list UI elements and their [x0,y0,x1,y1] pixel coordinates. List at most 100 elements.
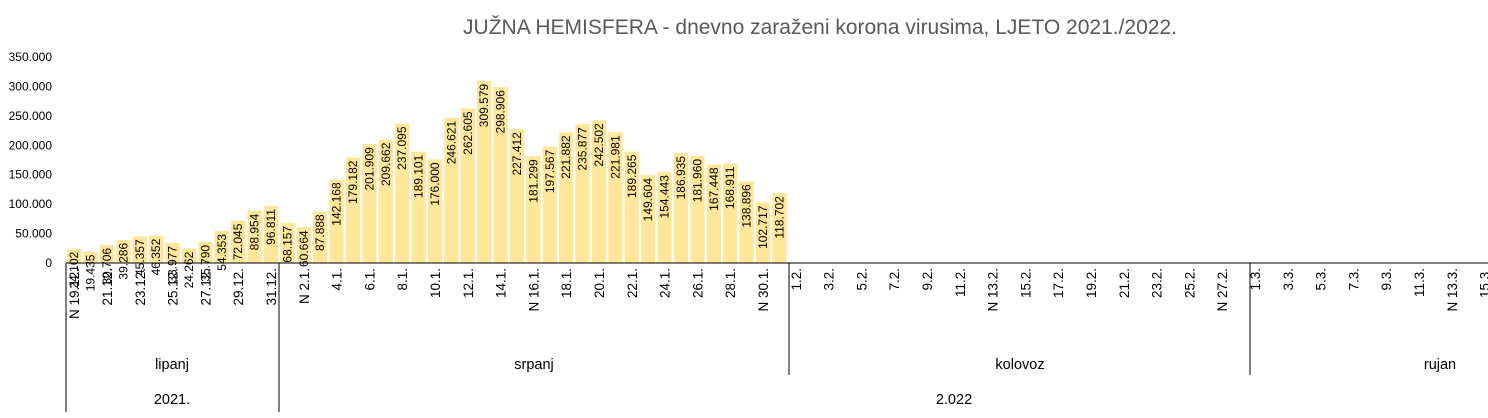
bar [132,236,147,263]
data-label: 309.579 [477,83,491,127]
data-label: 209.662 [379,142,393,186]
data-label: 24.102 [67,251,81,288]
x-tick-label: 1.3. [1248,268,1263,291]
x-tick-label: 18.1. [559,268,574,298]
x-tick-label: N 27.2. [1215,268,1230,312]
x-tick-label: 21.2. [1117,268,1132,298]
x-tick-label: 7.2. [887,268,902,291]
bar [280,222,295,263]
bar [493,87,508,263]
bar [542,146,557,263]
month-label: rujan [1424,357,1456,373]
data-label: 242.502 [592,123,606,167]
bar [231,220,246,263]
bar [83,251,98,263]
data-label: 72.045 [231,223,245,260]
data-label: 181.960 [690,159,704,203]
bar [673,152,689,263]
x-tick-label: 31.12. [264,268,279,306]
year-label: 2.022 [936,392,972,408]
data-label: 221.882 [559,135,573,179]
bar [378,139,393,263]
x-tick-label: 9.3. [1379,268,1394,291]
bar [427,159,443,263]
data-label: 154.443 [658,175,672,219]
x-tick-label: 17.2. [1051,268,1066,298]
x-tick-label: 11.3. [1412,268,1427,297]
data-label: 189.265 [625,154,639,198]
data-label: 33.977 [166,246,180,283]
data-label: 189.101 [412,154,426,198]
data-label: 237.095 [395,126,409,170]
data-label: 181.299 [526,159,540,203]
x-tick-label: 11.2. [953,268,968,297]
bar [641,174,656,263]
y-tick-label: 250.000 [9,109,53,123]
data-label: 167.448 [707,167,721,211]
data-label: 88.954 [248,213,262,250]
y-tick-label: 150.000 [9,168,53,182]
x-axis: N 19.12. 21.12. 23.12. 25.12. 27.12. 29.12. 31… [66,262,1488,319]
data-label: 262.605 [461,111,475,155]
data-label: 19.435 [84,254,98,291]
x-tick-label: 10.1. [428,268,443,298]
x-tick-label: 25.12. [166,268,181,306]
x-tick-label: 23.2. [1150,268,1165,298]
x-tick-label: 3.3. [1281,268,1296,291]
data-label: 46.352 [149,238,163,275]
data-label: 54.353 [215,234,229,271]
bar [395,123,410,263]
x-tick-label: 12.1. [461,268,476,298]
bar [296,227,311,263]
bar [165,243,180,263]
bar [99,244,115,263]
data-label: 68.157 [280,226,294,263]
x-tick-label: 9.2. [920,268,935,291]
bar [116,239,131,263]
y-tick-label: 350.000 [9,50,53,64]
bar [559,132,574,263]
bar [575,124,590,263]
x-tick-label: 14.1. [494,268,509,298]
y-tick-label: 50.000 [15,227,52,241]
bar [608,132,623,263]
month-label: lipanj [155,357,189,373]
x-tick-label: 5.3. [1314,268,1329,291]
data-label: 176.000 [428,162,442,206]
data-label: 39.286 [116,243,130,280]
x-tick-label: N 2.1. [297,268,312,304]
bar [591,120,607,263]
x-tick-label: N 13.3. [1445,268,1460,312]
data-label: 246.621 [444,121,458,165]
bar [247,210,262,263]
x-tick-label: 15.2. [1018,268,1033,298]
data-label: 45.357 [133,239,147,276]
bar [362,144,377,263]
x-tick-label: 26.1. [690,268,705,298]
x-tick-label: 24.1. [658,268,673,298]
bar [509,129,525,263]
data-label: 118.702 [772,196,786,239]
x-tick-label: 3.2. [822,268,837,291]
x-tick-label: 23.12. [133,268,148,306]
bar [313,211,328,263]
y-tick-label: 200.000 [9,138,53,152]
y-tick-label: 0 [45,256,52,270]
x-tick-label: 19.2. [1084,268,1099,298]
x-tick-label: 15.3. [1478,268,1488,298]
data-label: 197.567 [543,149,557,193]
x-tick-label: 29.12. [231,268,246,306]
bar [67,248,82,263]
bars [67,80,787,264]
data-label: 221.981 [608,135,622,179]
month-label: srpanj [514,357,554,373]
bar [198,241,213,263]
data-label: 201.909 [362,147,376,191]
y-tick-label: 300.000 [9,79,53,93]
category-groups: lipanj srpanj kolovoz rujan 2021. 2.022 [65,263,1456,412]
bar [460,108,475,263]
y-axis: 0 50.000 100.000 150.000 200.000 250.000 300.0… [9,50,53,270]
y-tick-label: 100.000 [9,197,53,211]
x-tick-label: N 30.1. [756,268,771,312]
data-label: 87.888 [313,214,327,251]
